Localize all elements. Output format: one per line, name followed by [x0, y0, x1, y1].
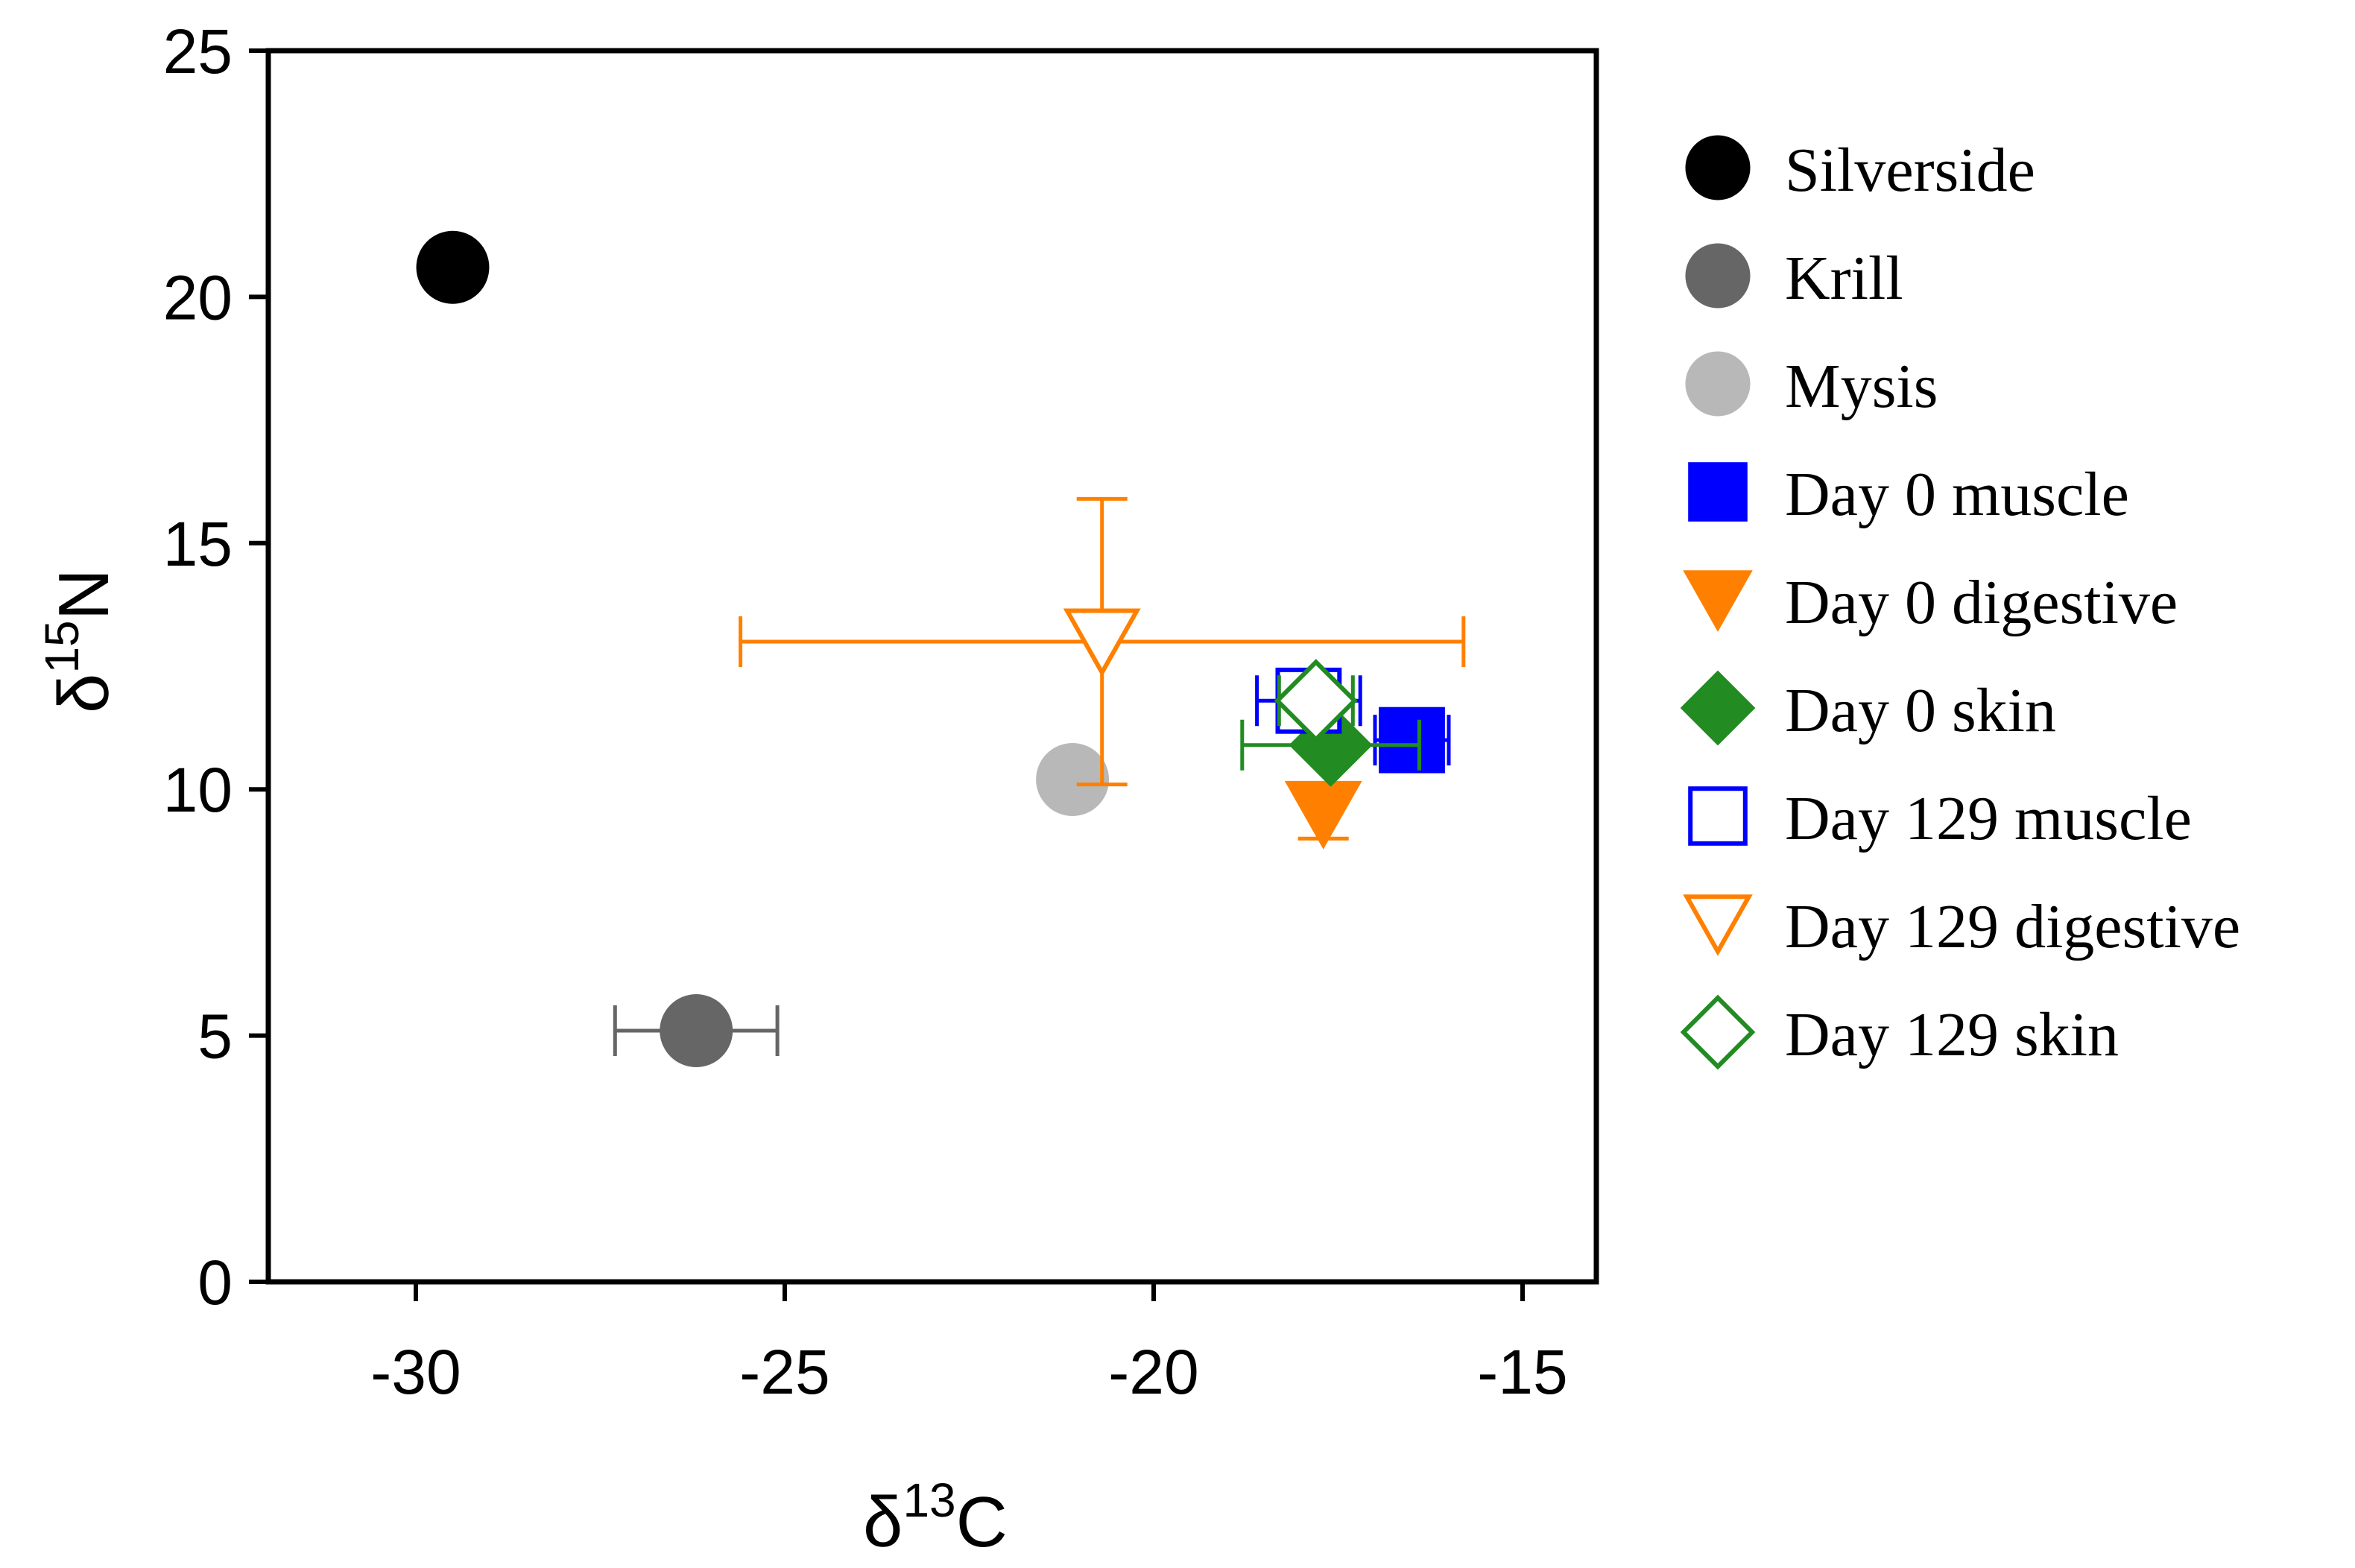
legend-item: Mysis [1685, 351, 1938, 421]
x-tick-label: -30 [370, 1337, 461, 1407]
legend-item: Day 129 muscle [1688, 784, 2192, 853]
y-axis-title: δ15N [35, 569, 124, 713]
series-day-0-muscle [1373, 706, 1451, 774]
series-day-0-skin [1240, 703, 1421, 787]
data-point [1284, 780, 1362, 850]
legend-marker [1683, 894, 1753, 956]
legend-item: Day 129 skin [1680, 994, 2119, 1070]
y-tick-label: 10 [163, 755, 233, 825]
x-tick-label: -20 [1108, 1337, 1198, 1407]
y-tick-label: 20 [163, 262, 233, 332]
x-tick-label: -25 [739, 1337, 829, 1407]
legend-item: Day 0 digestive [1683, 568, 2178, 637]
legend-item: Silverside [1685, 135, 2035, 205]
x-axis-title-element: C [956, 1482, 1008, 1562]
data-point [416, 230, 490, 304]
y-tick-label: 15 [163, 509, 233, 579]
legend-item: Day 0 muscle [1688, 460, 2129, 529]
legend-item: Day 0 skin [1680, 670, 2056, 746]
series-mysis [1036, 743, 1110, 816]
legend-label: Day 129 skin [1785, 1000, 2119, 1069]
x-axis-title-symbol: δ [863, 1482, 903, 1562]
series-krill [613, 994, 780, 1067]
x-tick-label: -15 [1477, 1337, 1567, 1407]
y-ticks: 0 5 10 15 20 25 [163, 16, 268, 1318]
y-axis-title-element: N [44, 569, 124, 620]
x-axis-title: δ13C [863, 1473, 1008, 1562]
legend-marker [1680, 670, 1756, 746]
y-axis-title-superscript: 15 [35, 620, 89, 673]
legend-item: Day 129 digestive [1683, 892, 2240, 961]
legend-label: Day 129 digestive [1785, 892, 2240, 961]
legend-marker [1685, 243, 1751, 309]
legend-label: Mysis [1785, 352, 1938, 421]
legend: Silverside Krill Mysis Day 0 muscle Day 0 di… [1680, 135, 2240, 1070]
series-silverside [416, 230, 490, 304]
data-points [416, 230, 1466, 1067]
series-day-0-digestive [1284, 780, 1362, 850]
y-tick-label: 25 [163, 16, 233, 86]
legend-label: Silverside [1785, 136, 2035, 205]
series-day-129-digestive [739, 496, 1466, 787]
series-day-129-skin [1274, 659, 1358, 743]
legend-label: Krill [1785, 244, 1903, 313]
data-point [1274, 659, 1358, 743]
data-point [1036, 743, 1110, 816]
legend-label: Day 129 muscle [1785, 784, 2192, 853]
legend-label: Day 0 muscle [1785, 460, 2129, 529]
data-point [1379, 706, 1445, 774]
legend-label: Day 0 digestive [1785, 568, 2178, 637]
legend-item: Krill [1685, 243, 1903, 313]
legend-marker [1683, 570, 1753, 632]
y-tick-label: 0 [197, 1248, 233, 1318]
legend-marker [1685, 351, 1751, 417]
x-axis-title-superscript: 13 [903, 1473, 955, 1527]
y-tick-label: 5 [197, 1002, 233, 1072]
legend-label: Day 0 skin [1785, 676, 2056, 745]
data-point [1063, 608, 1141, 677]
legend-marker [1688, 786, 1748, 846]
legend-marker [1688, 462, 1748, 522]
x-ticks: -30 -25 -20 -15 [370, 1282, 1568, 1407]
legend-marker [1685, 135, 1751, 200]
data-point [660, 994, 733, 1067]
legend-marker [1680, 994, 1756, 1070]
plot-area: -30 -25 -20 -15 0 5 10 15 20 25 [163, 16, 1599, 1407]
y-axis-title-symbol: δ [44, 674, 124, 713]
